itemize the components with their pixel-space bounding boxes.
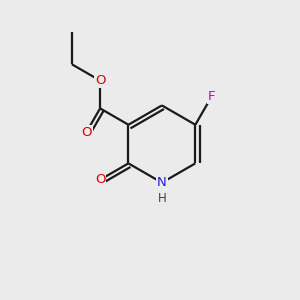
Text: O: O bbox=[81, 126, 92, 139]
Text: H: H bbox=[158, 192, 166, 205]
Text: O: O bbox=[95, 173, 105, 186]
Text: N: N bbox=[157, 176, 167, 189]
Text: F: F bbox=[208, 90, 215, 103]
Text: O: O bbox=[95, 74, 105, 87]
